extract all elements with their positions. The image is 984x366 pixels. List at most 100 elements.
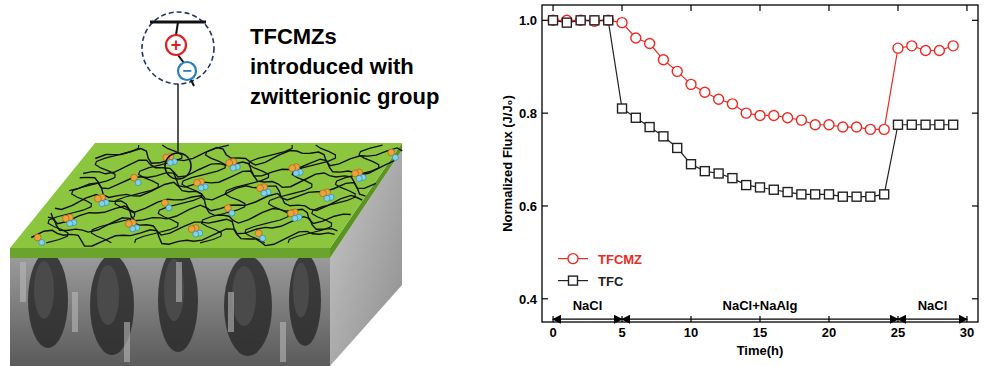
x-tick-label: 25: [891, 325, 905, 340]
marker-circle: [727, 99, 737, 109]
diagram-label: zwitterionic group: [250, 84, 439, 109]
anion-icon: [392, 154, 398, 160]
polymer-chain: [83, 159, 394, 177]
sem-wall: [228, 292, 234, 332]
y-tick: [542, 113, 548, 114]
membrane-diagram: +−TFCMZsintroduced withzwitterionic grou…: [10, 12, 439, 366]
marker-circle: [810, 120, 820, 130]
phase-arrow: [553, 319, 622, 320]
marker-square: [866, 192, 875, 201]
legend-marker: [569, 276, 578, 285]
anion-sign: −: [182, 62, 191, 79]
anion-icon: [356, 175, 362, 181]
polymer-chain: [135, 145, 229, 243]
sem-wall: [72, 292, 78, 332]
marker-circle: [907, 41, 917, 51]
zwitterion-icons: [34, 149, 398, 245]
sem-wall: [124, 322, 130, 362]
x-tick-label: 10: [684, 325, 698, 340]
marker-square: [880, 190, 889, 199]
marker-square: [797, 190, 806, 199]
polymer-chain: [69, 182, 365, 200]
polymer-chains: [31, 145, 402, 246]
anion-icon: [261, 190, 267, 196]
anion-icon: [99, 201, 105, 207]
diagram-label: TFCMZs: [250, 24, 337, 49]
marker-circle: [700, 87, 710, 97]
marker-square: [769, 185, 778, 194]
y-tick: [972, 298, 978, 299]
sem-wall: [20, 262, 26, 302]
phase-arrow: [622, 319, 898, 320]
x-tick-label: 0: [549, 325, 556, 340]
sem-pore: [289, 254, 321, 346]
marker-square: [783, 188, 792, 197]
marker-square: [631, 113, 640, 122]
anion-icon: [135, 180, 141, 186]
polymer-chain: [200, 145, 292, 243]
x-tick: [897, 5, 898, 11]
marker-circle: [631, 33, 641, 43]
marker-circle: [741, 108, 751, 118]
y-tick: [972, 20, 978, 21]
y-tick: [542, 20, 548, 21]
y-tick: [972, 113, 978, 114]
sem-pore-inner: [164, 259, 184, 321]
marker-square: [659, 132, 668, 141]
focus-circle: [165, 153, 191, 179]
y-tick: [542, 298, 548, 299]
phase-arrow: [898, 319, 967, 320]
anion-icon: [198, 185, 204, 191]
marker-circle: [824, 120, 834, 130]
cation-circle: [166, 35, 186, 55]
marker-square: [811, 190, 820, 199]
legend-label: TFC: [598, 274, 624, 289]
x-tick: [966, 5, 967, 11]
diagram-label: introduced with: [250, 54, 414, 79]
sem-wall: [176, 262, 182, 302]
marker-square: [714, 169, 723, 178]
anion-icon: [292, 215, 298, 221]
anion-icon: [260, 235, 266, 241]
x-tick-label: 30: [960, 325, 974, 340]
sem-pore: [28, 252, 68, 348]
sem-pore-inner: [232, 266, 256, 326]
callout-line: [177, 84, 178, 153]
legend: TFCMZTFC: [558, 252, 642, 289]
chain-segment: [176, 22, 178, 35]
x-tick-label: 5: [618, 325, 625, 340]
marker-circle: [865, 124, 875, 134]
marker-circle: [755, 110, 765, 120]
anion-icon: [67, 221, 73, 227]
y-tick-label: 0.8: [519, 106, 537, 121]
marker-square: [742, 181, 751, 190]
marker-square: [852, 192, 861, 201]
active-layer-edge: [10, 248, 330, 258]
sem-pore: [158, 248, 198, 352]
y-tick: [542, 205, 548, 206]
phase-label: NaCl+NaAlg: [723, 298, 798, 313]
phase-label: NaCl: [918, 298, 948, 313]
marker-square: [673, 143, 682, 152]
marker-square: [618, 104, 627, 113]
marker-circle: [617, 18, 627, 28]
marker-circle: [934, 45, 944, 55]
sem-wall: [280, 322, 286, 362]
marker-square: [728, 174, 737, 183]
marker-circle: [921, 45, 931, 55]
x-tick: [621, 5, 622, 11]
sem-pore-inner: [34, 261, 54, 319]
polymer-chain: [95, 148, 402, 166]
marker-square: [687, 160, 696, 169]
polymer-chain: [31, 229, 334, 246]
marker-circle: [686, 79, 696, 89]
anion-icon: [39, 240, 45, 246]
marker-square: [907, 120, 916, 129]
magnifier: [142, 12, 214, 84]
y-tick-label: 0.4: [519, 292, 538, 307]
anion-icon: [229, 210, 235, 216]
marker-circle: [589, 16, 599, 26]
y-axis-label: Normalized Flux (J/J₀): [500, 95, 515, 232]
marker-square: [562, 18, 571, 27]
y-tick-label: 0.6: [519, 199, 537, 214]
